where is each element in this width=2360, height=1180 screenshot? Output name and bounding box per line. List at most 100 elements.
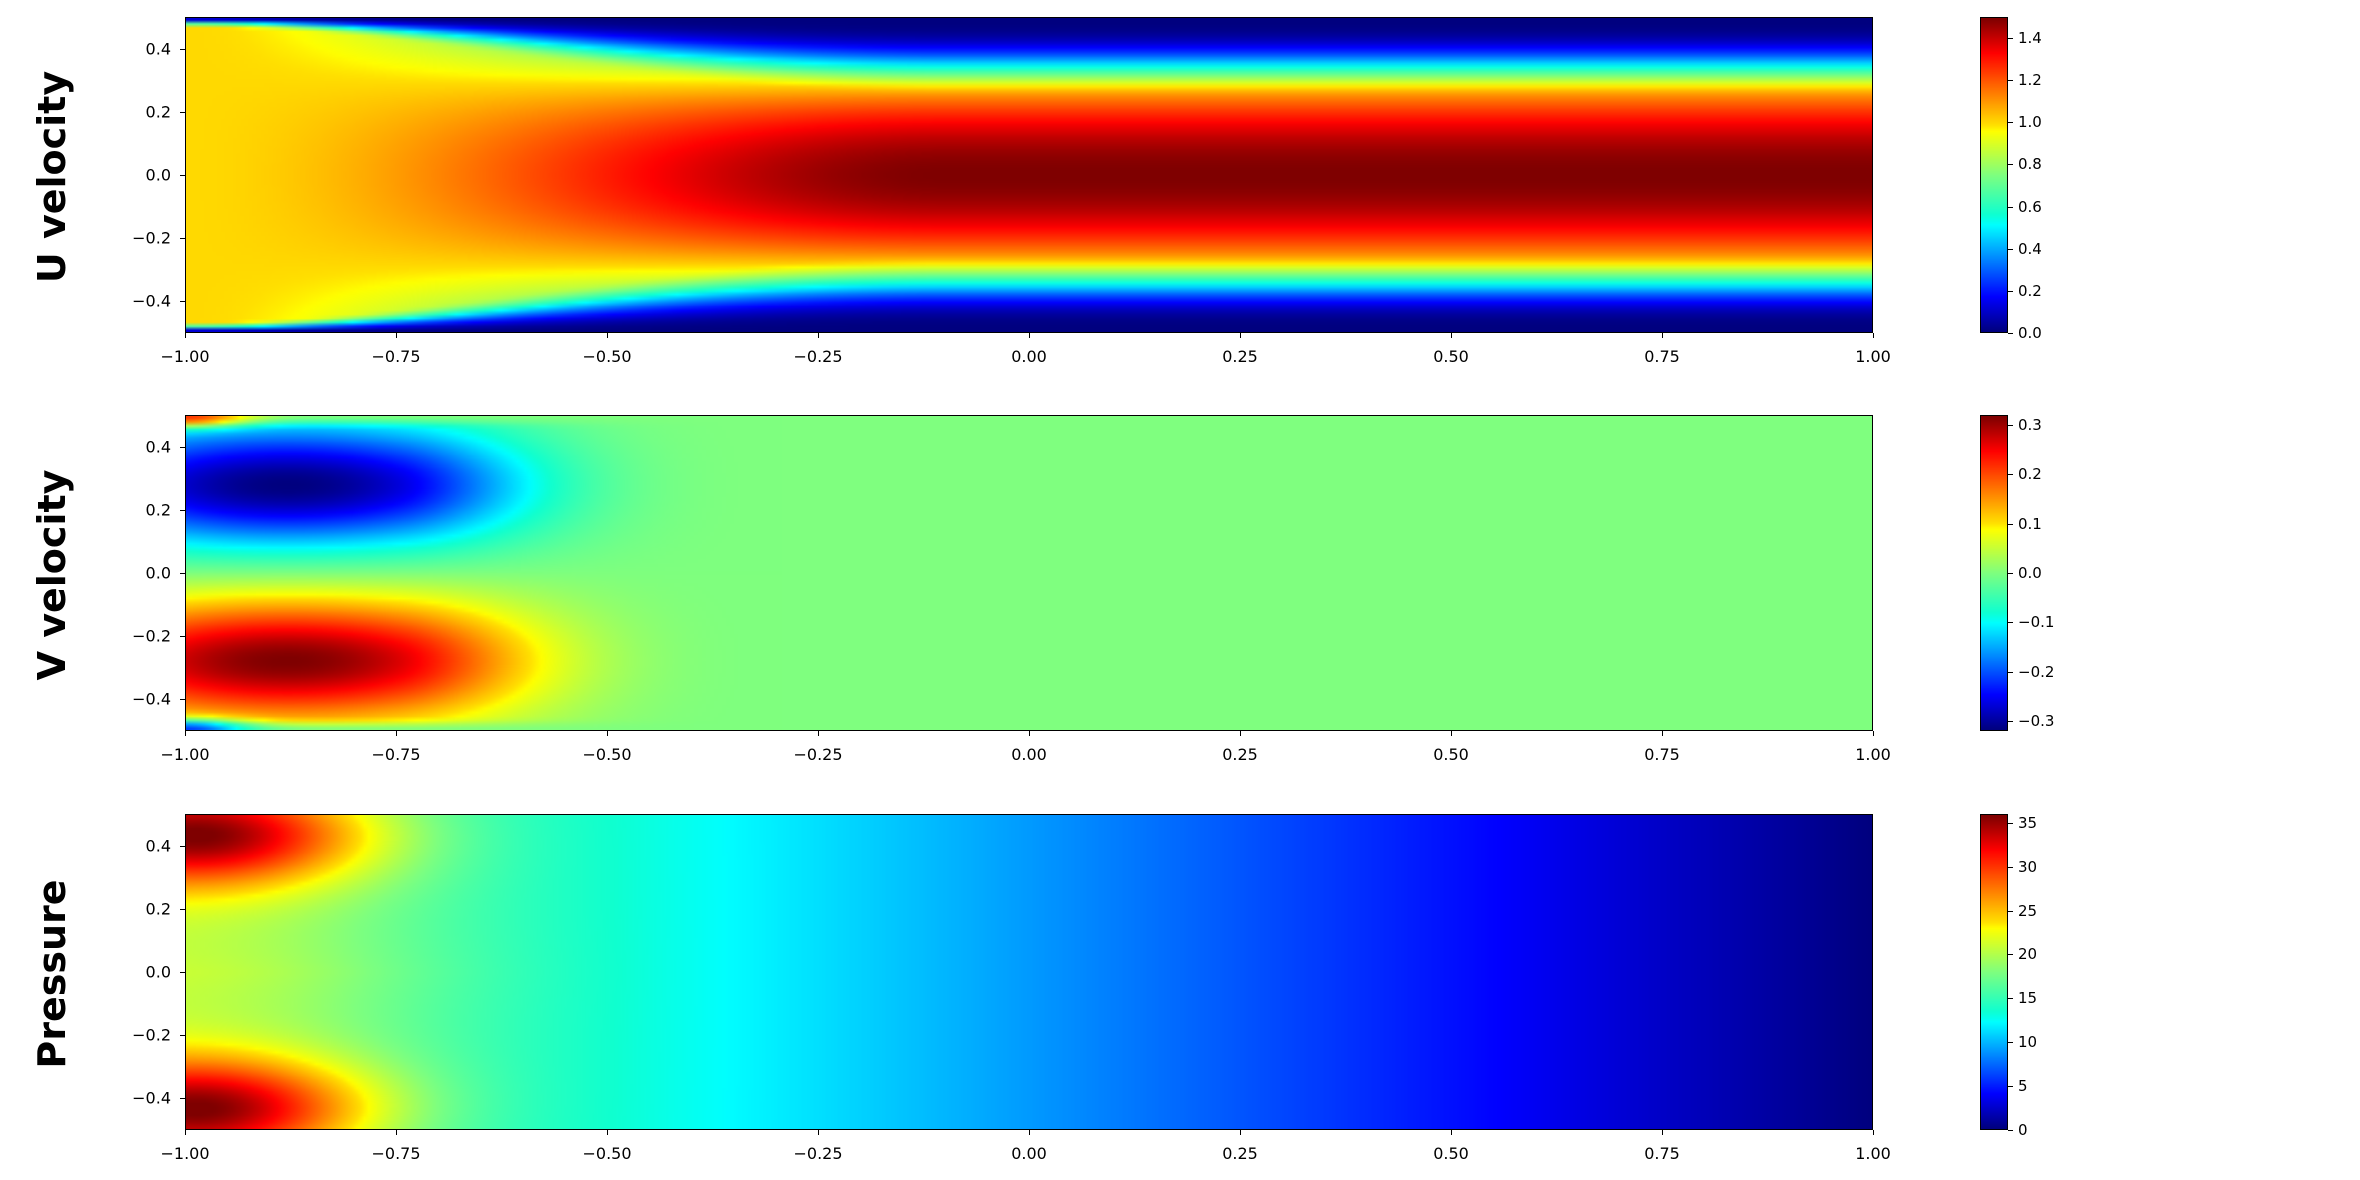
v_velocity-ytick: 0.2 [127, 500, 171, 519]
ytick-mark [180, 1035, 185, 1036]
pressure-ytick: 0.2 [127, 899, 171, 918]
pressure-colorbar [1980, 814, 2008, 1130]
v_velocity-xtick: 1.00 [1855, 745, 1891, 764]
u_velocity-ytick: 0.4 [127, 39, 171, 58]
u_velocity-colorbar [1980, 17, 2008, 333]
v_velocity-xtick: −0.50 [582, 745, 631, 764]
cbar-tick-mark [2008, 1130, 2013, 1131]
u_velocity-xtick: −0.75 [371, 347, 420, 366]
cbar-tick-mark [2008, 622, 2013, 623]
xtick-mark [818, 731, 819, 736]
pressure-colorbar-canvas [1981, 815, 2007, 1129]
ytick-mark [180, 301, 185, 302]
v_velocity-ytick: 0.0 [127, 564, 171, 583]
cbar-tick-mark [2008, 425, 2013, 426]
ytick-mark [180, 447, 185, 448]
xtick-mark [1451, 1130, 1452, 1135]
v_velocity-cbar-tick: 0.0 [2018, 564, 2042, 582]
cbar-tick-mark [2008, 524, 2013, 525]
v_velocity-cbar-tick: 0.3 [2018, 416, 2042, 434]
xtick-mark [1873, 333, 1874, 338]
pressure-cbar-tick: 10 [2018, 1033, 2037, 1051]
xtick-mark [607, 1130, 608, 1135]
pressure-ytick: 0.4 [127, 836, 171, 855]
xtick-mark [1029, 333, 1030, 338]
pressure-cbar-tick: 35 [2018, 814, 2037, 832]
cbar-tick-mark [2008, 291, 2013, 292]
u_velocity-ytick: −0.2 [127, 229, 171, 248]
xtick-mark [818, 333, 819, 338]
cbar-tick-mark [2008, 474, 2013, 475]
xtick-mark [396, 1130, 397, 1135]
pressure-xtick: 0.00 [1011, 1144, 1047, 1163]
v_velocity-cbar-tick: 0.2 [2018, 465, 2042, 483]
ytick-mark [180, 846, 185, 847]
v_velocity-cbar-tick: −0.2 [2018, 663, 2054, 681]
u_velocity-xtick: 1.00 [1855, 347, 1891, 366]
cbar-tick-mark [2008, 911, 2013, 912]
pressure-xtick: −0.25 [793, 1144, 842, 1163]
xtick-mark [1662, 333, 1663, 338]
v_velocity-cbar-tick: −0.3 [2018, 712, 2054, 730]
xtick-mark [1240, 731, 1241, 736]
cbar-tick-mark [2008, 38, 2013, 39]
pressure-heatmap [186, 815, 1872, 1129]
u_velocity-ylabel: U velocity [30, 27, 74, 327]
pressure-cbar-tick: 15 [2018, 989, 2037, 1007]
xtick-mark [185, 333, 186, 338]
cbar-tick-mark [2008, 573, 2013, 574]
v_velocity-xtick: 0.75 [1644, 745, 1680, 764]
u_velocity-ytick: 0.0 [127, 166, 171, 185]
xtick-mark [607, 333, 608, 338]
xtick-mark [185, 731, 186, 736]
pressure-ylabel: Pressure [30, 824, 74, 1124]
u_velocity-cbar-tick: 0.8 [2018, 155, 2042, 173]
xtick-mark [1873, 731, 1874, 736]
cbar-tick-mark [2008, 333, 2013, 334]
xtick-mark [607, 731, 608, 736]
cbar-tick-mark [2008, 164, 2013, 165]
ytick-mark [180, 699, 185, 700]
pressure-xtick: 1.00 [1855, 1144, 1891, 1163]
pressure-ytick: −0.2 [127, 1026, 171, 1045]
pressure-cbar-tick: 5 [2018, 1077, 2028, 1095]
u_velocity-xtick: 0.25 [1222, 347, 1258, 366]
u_velocity-xtick: 0.75 [1644, 347, 1680, 366]
xtick-mark [1662, 731, 1663, 736]
u_velocity-cbar-tick: 0.6 [2018, 198, 2042, 216]
ytick-mark [180, 510, 185, 511]
ytick-mark [180, 972, 185, 973]
cbar-tick-mark [2008, 207, 2013, 208]
cbar-tick-mark [2008, 998, 2013, 999]
xtick-mark [1662, 1130, 1663, 1135]
xtick-mark [1451, 333, 1452, 338]
u_velocity-xtick: 0.00 [1011, 347, 1047, 366]
ytick-mark [180, 238, 185, 239]
pressure-xtick: −0.50 [582, 1144, 631, 1163]
v_velocity-ytick: 0.4 [127, 437, 171, 456]
cbar-tick-mark [2008, 249, 2013, 250]
u_velocity-xtick: −1.00 [160, 347, 209, 366]
u_velocity-xtick: −0.50 [582, 347, 631, 366]
u_velocity-ytick: −0.4 [127, 292, 171, 311]
cbar-tick-mark [2008, 1042, 2013, 1043]
pressure-xtick: −0.75 [371, 1144, 420, 1163]
v_velocity-ytick: −0.4 [127, 690, 171, 709]
pressure-xtick: 0.50 [1433, 1144, 1469, 1163]
ytick-mark [180, 175, 185, 176]
v_velocity-cbar-tick: 0.1 [2018, 515, 2042, 533]
u_velocity-xtick: 0.50 [1433, 347, 1469, 366]
pressure-cbar-tick: 0 [2018, 1121, 2028, 1139]
u_velocity-cbar-tick: 1.2 [2018, 71, 2042, 89]
ytick-mark [180, 49, 185, 50]
v_velocity-ylabel: V velocity [30, 425, 74, 725]
xtick-mark [396, 731, 397, 736]
ytick-mark [180, 1098, 185, 1099]
u_velocity-heatmap [186, 18, 1872, 332]
u_velocity-colorbar-canvas [1981, 18, 2007, 332]
v_velocity-xtick: −0.25 [793, 745, 842, 764]
cbar-tick-mark [2008, 721, 2013, 722]
cbar-tick-mark [2008, 1086, 2013, 1087]
cbar-tick-mark [2008, 122, 2013, 123]
pressure-xtick: 0.25 [1222, 1144, 1258, 1163]
